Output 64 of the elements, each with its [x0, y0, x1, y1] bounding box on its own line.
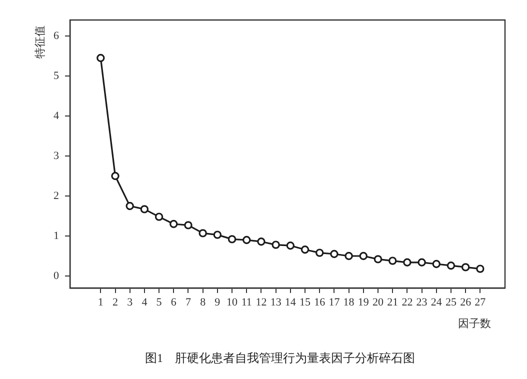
point	[198, 229, 207, 238]
x-tick-label: 2	[112, 296, 118, 308]
x-tick-label: 10	[226, 296, 238, 308]
y-tick-label: 5	[54, 70, 60, 82]
point	[140, 205, 149, 214]
point	[388, 256, 397, 265]
x-tick-label: 5	[156, 296, 162, 308]
point	[359, 252, 368, 260]
point	[213, 230, 222, 239]
x-tick-label: 15	[300, 296, 312, 308]
point	[300, 246, 310, 254]
point	[344, 252, 353, 260]
y-tick-label: 4	[54, 110, 60, 122]
x-tick-label: 27	[474, 296, 486, 308]
y-tick-label: 2	[54, 190, 59, 202]
x-tick-label: 14	[284, 296, 296, 308]
y-tick-label: 0	[54, 270, 60, 282]
point	[154, 212, 164, 221]
x-tick-label: 20	[372, 296, 384, 308]
x-tick-label: 9	[214, 296, 221, 308]
point	[170, 220, 178, 228]
point	[126, 202, 134, 210]
point	[286, 242, 295, 250]
point	[96, 54, 105, 62]
x-tick-label: 19	[358, 296, 370, 308]
point	[184, 221, 192, 230]
x-tick-label: 13	[270, 296, 282, 308]
point	[330, 250, 338, 258]
x-tick-label: 17	[328, 296, 340, 308]
point	[257, 238, 266, 246]
x-tick-label: 6	[170, 296, 177, 308]
point	[476, 264, 484, 273]
point	[432, 260, 440, 268]
point	[446, 262, 456, 270]
x-tick-label: 7	[185, 296, 192, 308]
x-tick-label: 11	[241, 296, 252, 308]
point	[418, 258, 426, 266]
x-tick-label: 4	[142, 296, 148, 308]
text: 图1 肝硬化患者自我管理行为量表因子分析碎石图	[144, 350, 416, 367]
x-tick-label: 22	[402, 296, 413, 308]
point	[111, 172, 120, 180]
point	[228, 235, 236, 244]
x-tick-label: 1	[98, 296, 104, 308]
point	[272, 240, 280, 249]
x-tick-label: 21	[387, 296, 398, 308]
point	[374, 255, 382, 264]
x-tick-label: 8	[200, 296, 206, 308]
x-tick-label: 23	[416, 296, 428, 308]
x-tick-label: 16	[314, 296, 326, 308]
x-tick-label: 25	[445, 296, 457, 308]
point	[403, 258, 412, 266]
x-tick-label: 24	[430, 296, 442, 308]
point	[461, 263, 470, 272]
point	[316, 248, 324, 257]
x-tick-label: 12	[256, 296, 267, 308]
point	[242, 236, 251, 244]
x-tick-label: 18	[343, 296, 355, 308]
y-tick-label: 6	[54, 30, 60, 42]
x-axis-title: 因子数	[458, 317, 491, 331]
x-tick-label: 26	[460, 296, 472, 308]
x-tick-label: 3	[127, 296, 134, 308]
y-axis-title: 特征值	[34, 26, 46, 58]
y-tick-label: 3	[54, 150, 60, 162]
y-tick-label: 1	[54, 230, 59, 242]
